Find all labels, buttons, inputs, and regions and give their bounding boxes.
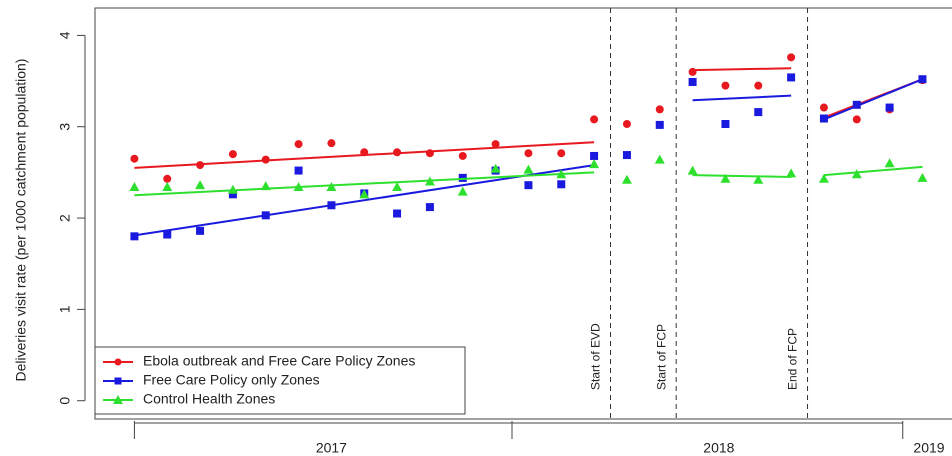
y-tick-label: 4: [57, 31, 73, 39]
point: [787, 53, 796, 62]
point: [359, 189, 370, 199]
point: [523, 164, 534, 174]
point: [556, 169, 567, 179]
point: [195, 180, 206, 190]
y-tick-label: 3: [57, 123, 73, 131]
point: [294, 140, 303, 149]
trend-line: [692, 94, 792, 102]
point: [721, 81, 730, 90]
point: [163, 174, 172, 183]
event-label: Start of FCP: [654, 324, 668, 390]
y-tick-label: 0: [57, 397, 73, 405]
point: [884, 158, 895, 168]
x-year-label: 2019: [913, 440, 944, 456]
point: [196, 161, 205, 170]
point: [687, 165, 698, 175]
point: [425, 203, 434, 212]
y-tick-label: 2: [57, 214, 73, 222]
point: [294, 166, 303, 175]
y-axis-label: Deliveries visit rate (per 1000 catchmen…: [13, 59, 29, 382]
point: [786, 168, 797, 178]
point: [458, 173, 467, 182]
x-year-label: 2018: [703, 440, 734, 456]
point: [261, 155, 270, 164]
point: [655, 105, 664, 114]
point: [720, 173, 731, 183]
point: [293, 182, 304, 192]
point: [327, 139, 336, 148]
legend-marker: [114, 377, 122, 385]
point: [327, 201, 336, 210]
point: [753, 174, 764, 184]
point: [162, 182, 173, 192]
point: [326, 182, 337, 192]
point: [393, 148, 402, 157]
point: [917, 172, 928, 182]
trend-line: [692, 174, 792, 178]
point: [688, 67, 697, 76]
point: [589, 159, 600, 169]
point: [885, 103, 894, 112]
point: [688, 77, 697, 86]
legend-label: Control Health Zones: [143, 391, 275, 407]
point: [425, 149, 434, 158]
trend-line: [692, 67, 792, 72]
point: [524, 181, 533, 190]
point: [196, 226, 205, 235]
point: [392, 182, 403, 192]
point: [360, 148, 369, 157]
legend-label: Ebola outbreak and Free Care Policy Zone…: [143, 353, 415, 369]
point: [851, 169, 862, 179]
point: [457, 186, 468, 196]
point: [228, 150, 237, 159]
point: [590, 151, 599, 160]
point: [458, 151, 467, 160]
legend-label: Free Care Policy only Zones: [143, 372, 320, 388]
point: [754, 108, 763, 117]
point: [622, 119, 631, 128]
point: [852, 100, 861, 109]
point: [393, 209, 402, 218]
point: [130, 232, 139, 241]
point: [557, 149, 566, 158]
point: [622, 151, 631, 160]
point: [654, 154, 665, 164]
legend-box: [94, 346, 466, 415]
legend-marker: [113, 395, 123, 404]
point: [852, 115, 861, 124]
point: [721, 119, 730, 128]
point: [590, 115, 599, 124]
event-label: Start of EVD: [589, 323, 603, 390]
point: [491, 140, 500, 149]
point: [129, 182, 140, 192]
point: [227, 184, 238, 194]
plot-frame: [94, 7, 952, 420]
event-label: End of FCP: [786, 328, 800, 390]
trend-line: [823, 165, 923, 177]
point: [490, 163, 501, 173]
point: [261, 211, 270, 220]
point: [621, 174, 632, 184]
point: [818, 173, 829, 183]
point: [655, 120, 664, 129]
point: [424, 176, 435, 186]
point: [819, 114, 828, 123]
point: [524, 149, 533, 158]
point: [163, 230, 172, 239]
point: [260, 181, 271, 191]
legend-marker: [114, 358, 122, 366]
point: [130, 154, 139, 163]
trend-line: [823, 78, 923, 121]
y-tick-label: 1: [57, 305, 73, 313]
point: [557, 180, 566, 189]
point: [819, 103, 828, 112]
point: [787, 73, 796, 82]
point: [228, 190, 237, 199]
point: [918, 75, 927, 84]
x-year-label: 2017: [316, 440, 347, 456]
point: [754, 81, 763, 90]
trend-line: [134, 171, 595, 197]
